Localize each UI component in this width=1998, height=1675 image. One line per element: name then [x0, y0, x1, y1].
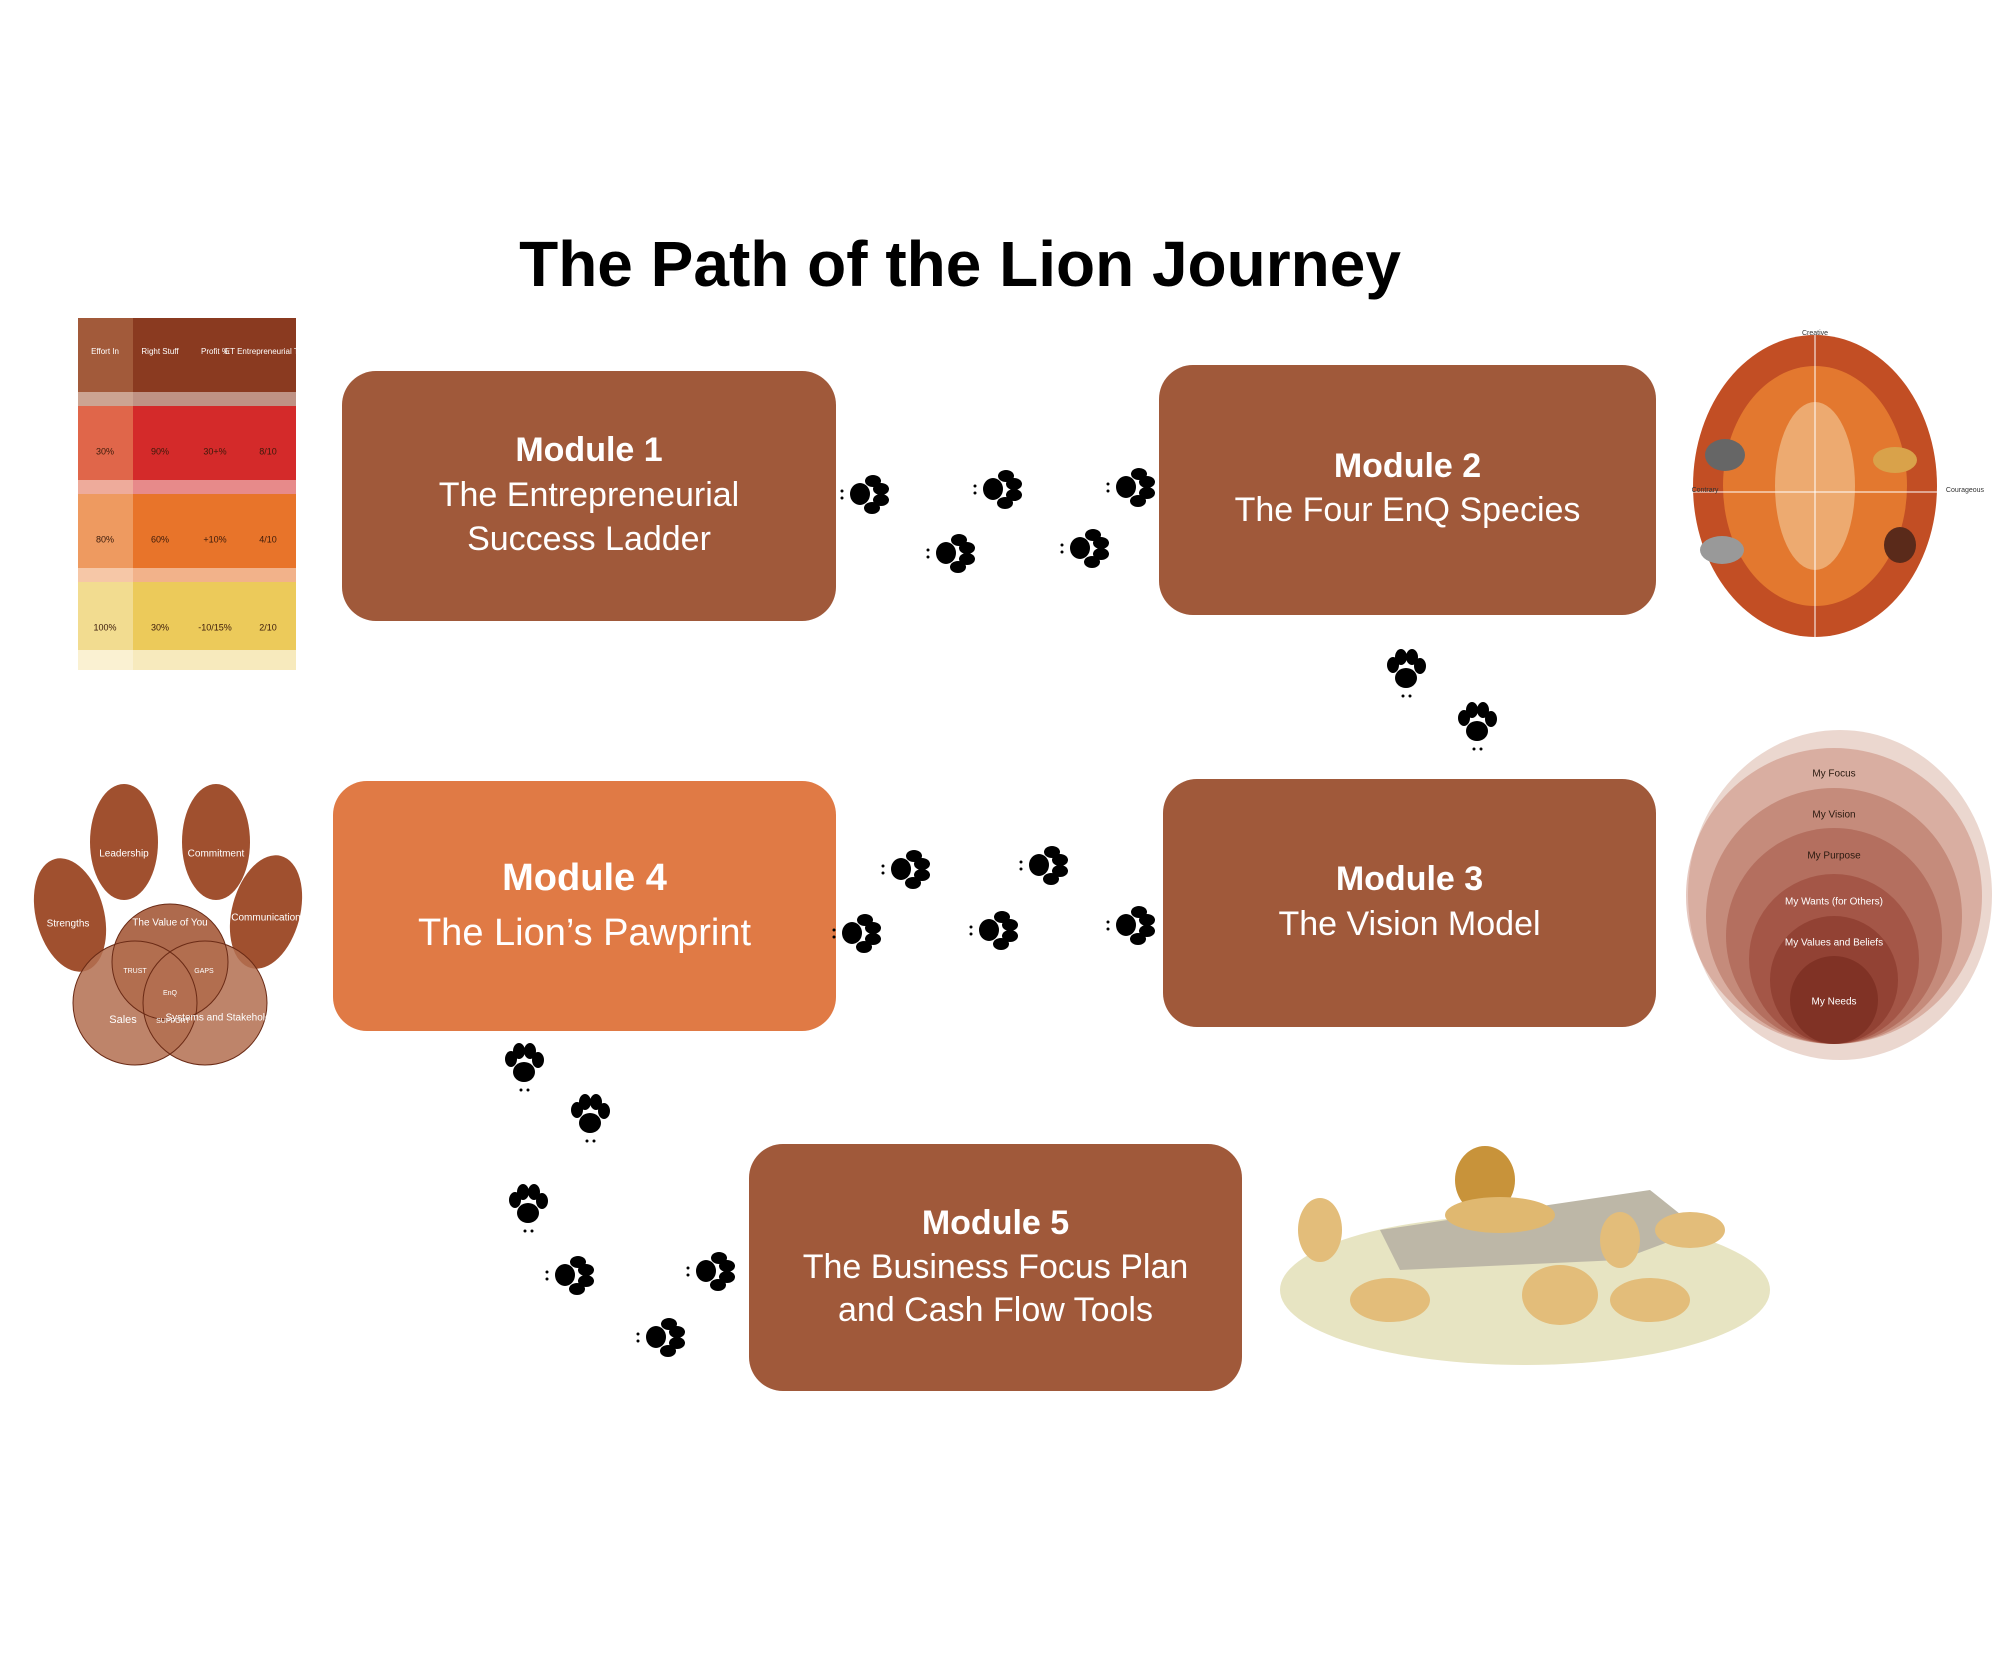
image-labels: Effort In Right Stuff Profit %ET Entrepren… [47, 330, 1985, 1026]
module-line: The Lion’s Pawprint [418, 912, 751, 954]
paw-print [926, 534, 975, 573]
module-line: The Entrepreneurial [439, 476, 740, 514]
paw-print [505, 1043, 544, 1092]
module-line: and Cash Flow Tools [838, 1291, 1153, 1329]
module-heading: Module 5 [922, 1204, 1069, 1242]
paw-print [1458, 702, 1497, 751]
ladder-header: ET Entrepreneurial Thrill [225, 347, 312, 356]
module-box [749, 1144, 1242, 1391]
ladder-cell: 4/10 [259, 534, 277, 544]
module-heading: Module 4 [502, 857, 667, 899]
ladder-header: Effort In [91, 347, 119, 356]
pawprint-label: GAPS [194, 968, 214, 975]
paw-print [509, 1184, 548, 1233]
pawprint-image [33, 784, 303, 1066]
species-label: Creative [1802, 330, 1828, 337]
ladder-cell: 30+% [203, 446, 226, 456]
ladder-cell: 80% [96, 534, 114, 544]
paw-print [1106, 468, 1155, 507]
paw-print [1019, 846, 1068, 885]
module-heading: Module 2 [1334, 447, 1481, 485]
module-box [342, 371, 836, 621]
module-heading: Module 1 [515, 431, 662, 469]
module-line: Success Ladder [467, 520, 711, 558]
paw-print [571, 1094, 610, 1143]
pawprint-label: Systems and Stakeholders [166, 1013, 285, 1024]
ladder-cell: 8/10 [259, 446, 277, 456]
ladder-cell: 30% [96, 446, 114, 456]
species-label: Contrary [1692, 487, 1719, 494]
vision-label: My Purpose [1807, 851, 1861, 862]
paw-print [840, 475, 889, 514]
paw-print [686, 1252, 735, 1291]
species-image [1693, 335, 1937, 637]
module-box [1163, 779, 1656, 1027]
ladder-cell: 60% [151, 534, 169, 544]
pawprint-label: Communication [231, 913, 300, 924]
module-box [333, 781, 836, 1031]
title: The Path of the Lion Journey [519, 228, 1401, 300]
ladder-header: Right Stuff [141, 347, 179, 356]
paw-print [636, 1318, 685, 1357]
paw-print [1387, 649, 1426, 698]
vision-image [1686, 730, 1992, 1060]
pawprint-label: Commitment [188, 849, 245, 860]
ladder-cell: 2/10 [259, 622, 277, 632]
paw-print [881, 850, 930, 889]
pawprint-label: Strengths [47, 919, 90, 930]
lions-image [1280, 1146, 1770, 1365]
modules: Module 1 The Entrepreneurial Success Ladde… [333, 365, 1656, 1391]
pawprint-label: EnQ [163, 990, 178, 997]
paw-print [1106, 906, 1155, 945]
pawprint-label: Leadership [99, 849, 149, 860]
vision-label: My Wants (for Others) [1785, 897, 1883, 908]
module-line: The Vision Model [1278, 905, 1540, 943]
pawprint-label: Sales [109, 1014, 137, 1026]
module-line: The Four EnQ Species [1235, 491, 1581, 529]
module-line: The Business Focus Plan [803, 1248, 1189, 1286]
pawprint-label: The Value of You [132, 918, 207, 929]
paw-print [973, 470, 1022, 509]
ladder-image [78, 318, 296, 670]
module-box [1159, 365, 1656, 615]
vision-label: My Vision [1812, 810, 1855, 821]
paw-print [545, 1256, 594, 1295]
vision-label: My Values and Beliefs [1785, 938, 1883, 949]
module-heading: Module 3 [1336, 860, 1483, 898]
vision-label: My Focus [1812, 769, 1855, 780]
ladder-cell: 90% [151, 446, 169, 456]
ladder-cell: -10/15% [198, 622, 232, 632]
paw-print [969, 911, 1018, 950]
ladder-header: Profit % [201, 347, 229, 356]
ladder-cell: 30% [151, 622, 169, 632]
ladder-cell: 100% [93, 622, 116, 632]
ladder-cell: +10% [203, 534, 226, 544]
pawprint-label: TRUST [123, 968, 147, 975]
paw-print [1060, 529, 1109, 568]
species-label: Courageous [1946, 487, 1985, 494]
paw-print [832, 914, 881, 953]
vision-label: My Needs [1811, 997, 1856, 1008]
pawprint-label: SUPPORT [156, 1018, 190, 1025]
